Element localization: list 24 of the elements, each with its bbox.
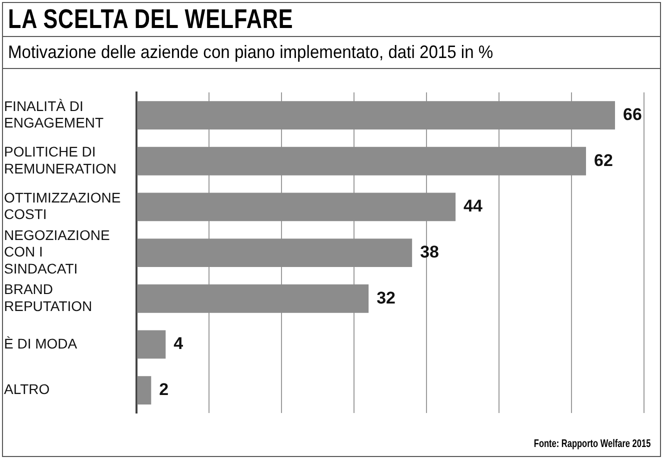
source-note: Fonte: Rapporto Welfare 2015 [534, 438, 651, 450]
y-tick-label: POLITICHE DI REMUNERATION [4, 144, 117, 176]
y-tick-label: ALTRO [4, 381, 50, 398]
y-tick-label: È DI MODA [4, 335, 78, 352]
bar [137, 330, 166, 359]
y-tick-label: OTTIMIZZAZIONE COSTI [4, 189, 121, 222]
bar [137, 146, 586, 176]
y-tick-label: BRAND REPUTATION [4, 281, 92, 314]
data-label: 62 [594, 150, 613, 170]
y-tick-label: NEGOZIAZIONE CON I SINDACATI [4, 226, 110, 276]
data-label: 2 [159, 380, 169, 399]
bar [137, 101, 616, 130]
bar [137, 238, 412, 268]
data-label: 66 [623, 105, 642, 124]
chart-subtitle: Motivazione delle aziende con piano implementato, dati 2015 in % [8, 42, 494, 63]
bar [137, 192, 456, 222]
data-label: 4 [174, 334, 184, 354]
bar [137, 284, 369, 313]
data-label: 38 [420, 242, 439, 262]
y-tick-label: FINALITÀ DI ENGAGEMENT [4, 98, 104, 131]
chart-title: LA SCELTA DEL WELFARE [8, 4, 294, 35]
data-label: 44 [464, 196, 484, 216]
bar [137, 376, 152, 404]
data-label: 32 [376, 288, 396, 308]
